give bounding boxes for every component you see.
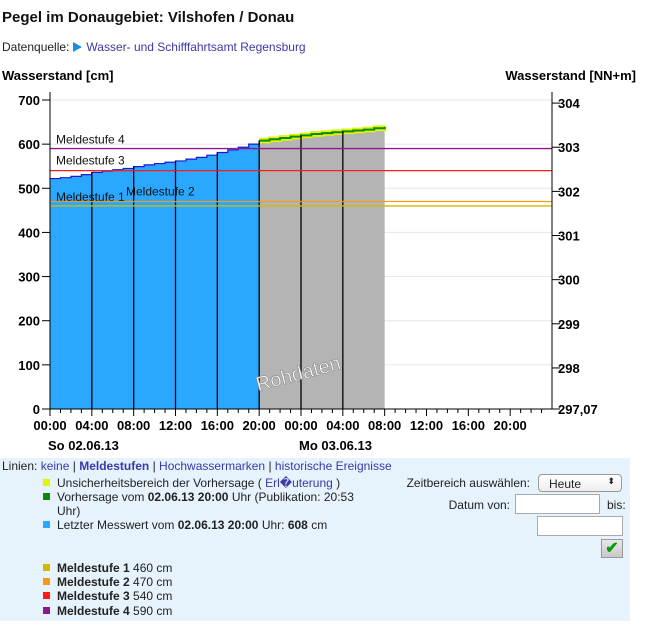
x-tick-label: 08:00 <box>368 418 401 433</box>
y-tick-label: 300 <box>18 270 40 285</box>
x-tick-label: 12:00 <box>159 418 192 433</box>
play-arrow-icon <box>73 42 83 52</box>
x-tick-label: 04:00 <box>75 418 108 433</box>
link-flood-marks[interactable]: Hochwassermarken <box>159 459 266 473</box>
y-tick-label: 0 <box>33 402 40 417</box>
y-tick-label: 400 <box>18 225 40 240</box>
x-tick-label: 16:00 <box>201 418 234 433</box>
legend-level-2: Meldestufe 2 470 cm <box>43 575 363 589</box>
x-tick-label: 20:00 <box>494 418 527 433</box>
separator: | <box>72 459 76 473</box>
x-tick-label: 04:00 <box>326 418 359 433</box>
threshold-label: Meldestufe 3 <box>56 154 125 168</box>
y-tick-label: 200 <box>18 314 40 329</box>
separator: | <box>152 459 156 473</box>
range-select-value: Heute <box>549 477 582 491</box>
options-panel <box>0 458 630 621</box>
y-tick-label: 100 <box>18 358 40 373</box>
measured-line <box>50 140 260 180</box>
right-tick-label: 299 <box>558 317 580 332</box>
date-to-input[interactable] <box>537 516 623 536</box>
source-label: Datenquelle: <box>2 40 70 54</box>
right-tick-label: 302 <box>558 184 580 199</box>
x-tick-label: 20:00 <box>243 418 276 433</box>
x-tick-label: 00:00 <box>33 418 66 433</box>
right-tick-label: 301 <box>558 229 580 244</box>
range-label: Zeitbereich auswählen: <box>406 476 530 490</box>
right-tick-label: 304 <box>558 96 580 111</box>
left-axis-title: Wasserstand [cm] <box>2 68 114 83</box>
to-label: bis: <box>607 498 626 512</box>
link-none[interactable]: keine <box>40 459 70 473</box>
measured-area <box>50 140 260 409</box>
checkmark-icon: ✔ <box>605 540 619 557</box>
date-label: So 02.06.13 <box>48 438 119 453</box>
x-tick-label: 08:00 <box>117 418 150 433</box>
right-tick-label: 298 <box>558 361 580 376</box>
raw-data-area <box>259 126 385 410</box>
right-tick-label: 297,07 <box>558 402 598 417</box>
submit-checkmark-button[interactable]: ✔ <box>601 539 623 558</box>
x-tick-label: 16:00 <box>452 418 485 433</box>
y-tick-label: 500 <box>18 181 40 196</box>
legend-level-4: Meldestufe 4 590 cm <box>43 604 363 618</box>
range-select[interactable]: Heute ⬍ <box>538 474 622 492</box>
x-tick-label: 00:00 <box>284 418 317 433</box>
threshold-label: Meldestufe 1 <box>56 190 125 204</box>
right-tick-label: 303 <box>558 140 580 155</box>
right-tick-label: 300 <box>558 273 580 288</box>
legend-level-3: Meldestufe 3 540 cm <box>43 589 363 603</box>
lines-bar: Linien: keine | Meldestufen | Hochwasser… <box>0 458 394 474</box>
date-label: Mo 03.06.13 <box>299 438 372 453</box>
data-source: Datenquelle: Wasser- und Schifffahrtsamt … <box>2 40 306 54</box>
threshold-label: Meldestufe 2 <box>126 185 195 199</box>
y-tick-label: 600 <box>18 137 40 152</box>
link-history[interactable]: historische Ereignisse <box>274 459 392 473</box>
y-tick-label: 700 <box>18 93 40 108</box>
select-arrows-icon: ⬍ <box>607 476 615 486</box>
explanation-link[interactable]: Erl�uterung <box>265 476 333 490</box>
right-axis-title: Wasserstand [NN+m] <box>505 68 636 83</box>
threshold-label: Meldestufe 4 <box>56 133 125 147</box>
from-label: Datum von: <box>448 498 510 512</box>
legend-level-1: Meldestufe 1 460 cm <box>43 561 363 575</box>
source-link[interactable]: Wasser- und Schifffahrtsamt Regensburg <box>86 40 306 54</box>
page-title: Pegel im Donaugebiet: Vilshofen / Donau <box>2 9 295 26</box>
separator: | <box>268 459 272 473</box>
uncertainty-band-upper <box>259 125 387 141</box>
lines-label: Linien: <box>2 459 38 473</box>
legend-measured: Letzter Messwert vom 02.06.13 20:00 Uhr:… <box>43 518 363 532</box>
link-levels[interactable]: Meldestufen <box>79 459 150 473</box>
water-level-chart: Meldestufe 1 Meldestufe 2 Meldestufe 3 Meld… <box>18 92 598 453</box>
forecast-line <box>259 126 386 142</box>
x-tick-label: 12:00 <box>410 418 443 433</box>
legend-forecast: Vorhersage vom 02.06.13 20:00 Uhr (Publi… <box>43 490 363 518</box>
legend-uncertainty: Unsicherheitsbereich der Vorhersage ( Er… <box>43 476 363 490</box>
date-from-input[interactable] <box>515 494 600 514</box>
